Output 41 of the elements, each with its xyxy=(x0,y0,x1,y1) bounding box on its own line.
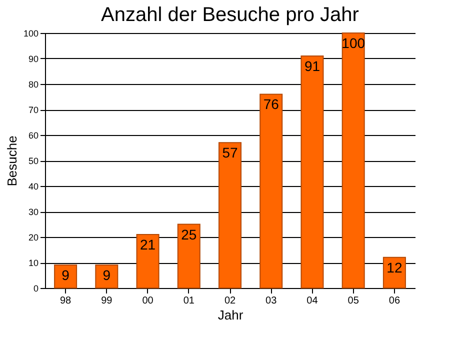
bar xyxy=(260,94,283,288)
bar xyxy=(136,234,160,288)
data-label: 100 xyxy=(342,35,366,51)
x-tick-label: 00 xyxy=(142,296,154,306)
data-label: 9 xyxy=(62,267,70,284)
y-tick-label: 40 xyxy=(28,182,38,192)
x-tick-label: 02 xyxy=(224,296,236,306)
bar xyxy=(342,32,365,288)
y-tick-label: 20 xyxy=(28,232,38,242)
data-label: 12 xyxy=(386,259,402,276)
data-label: 91 xyxy=(304,58,320,74)
x-axis-title: Jahr xyxy=(218,308,244,322)
x-tick-label: 04 xyxy=(306,296,318,306)
y-tick-label: 80 xyxy=(28,80,38,90)
x-tick-label: 05 xyxy=(348,296,360,306)
x-tick-label: 06 xyxy=(388,296,400,306)
bar xyxy=(54,264,78,288)
bar xyxy=(218,142,242,288)
data-label: 25 xyxy=(181,226,197,242)
bar xyxy=(382,256,406,288)
y-tick-label: 30 xyxy=(28,207,38,217)
x-tick-label: 01 xyxy=(183,296,195,306)
y-tick-label: 50 xyxy=(28,156,38,166)
y-tick-label: 60 xyxy=(28,130,38,140)
data-label: 9 xyxy=(102,267,111,284)
x-tick-label: 99 xyxy=(101,296,113,306)
bar xyxy=(95,264,118,288)
y-tick-label: 100 xyxy=(23,28,38,38)
y-tick-label: 0 xyxy=(33,284,38,294)
y-tick-label: 70 xyxy=(28,105,38,115)
y-tick-label: 10 xyxy=(28,258,38,268)
chart-title: Anzahl der Besuche pro Jahr xyxy=(101,4,360,26)
data-label: 21 xyxy=(140,236,156,252)
data-label: 76 xyxy=(263,96,280,112)
y-axis-title: Besuche xyxy=(4,136,20,186)
x-tick-label: 98 xyxy=(60,296,72,306)
y-tick-label: 90 xyxy=(28,54,38,64)
bar xyxy=(177,224,200,288)
bar xyxy=(300,55,324,288)
data-label: 57 xyxy=(222,144,238,161)
x-tick-label: 03 xyxy=(266,296,278,306)
